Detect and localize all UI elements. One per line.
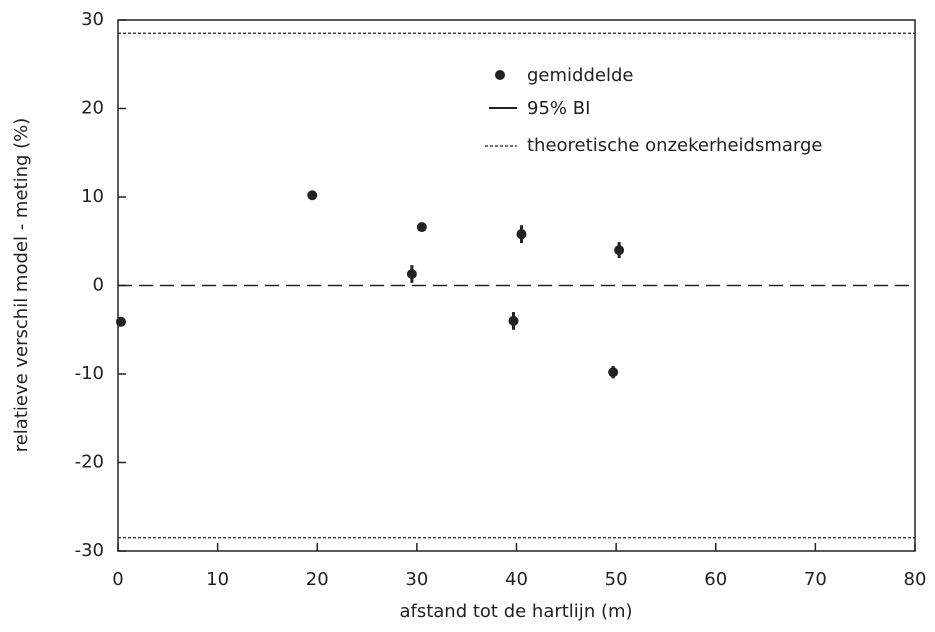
x-tick-label: 20 [306, 569, 329, 590]
x-tick-label: 60 [704, 569, 727, 590]
point [416, 222, 427, 233]
point [614, 245, 625, 256]
point [406, 268, 417, 279]
x-tick-label: 30 [405, 569, 428, 590]
point [115, 316, 126, 327]
y-tick-label: 0 [93, 275, 104, 296]
x-tick-label: 80 [904, 569, 927, 590]
y-tick-label: 20 [81, 98, 104, 119]
y-tick-label: 30 [81, 9, 104, 30]
x-tick-label: 40 [505, 569, 528, 590]
point [608, 367, 619, 378]
y-tick-label: -30 [75, 540, 104, 561]
legend-marker [495, 70, 505, 80]
x-tick-label: 50 [605, 569, 628, 590]
y-tick-label: -20 [75, 452, 104, 473]
point [508, 315, 519, 326]
legend-label: 95% BI [527, 98, 590, 119]
legend-label: theoretische onzekerheidsmarge [527, 135, 823, 156]
point [307, 190, 318, 201]
legend-label: gemiddelde [527, 65, 633, 86]
x-tick-label: 10 [206, 569, 229, 590]
y-axis-label: relatieve verschil model - meting (%) [11, 118, 32, 453]
x-tick-label: 70 [804, 569, 827, 590]
y-tick-label: 10 [81, 186, 104, 207]
point [516, 229, 527, 240]
x-axis-label: afstand tot de hartlijn (m) [399, 601, 632, 622]
x-tick-label: 0 [112, 569, 123, 590]
y-tick-label: -10 [75, 363, 104, 384]
